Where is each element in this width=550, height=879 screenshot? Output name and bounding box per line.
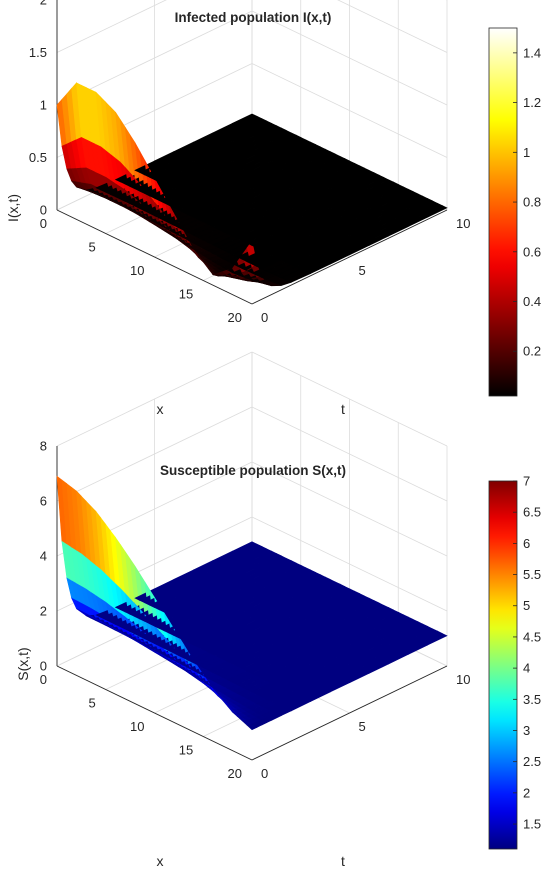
susceptible-surface: [56, 475, 448, 731]
z-tick-label: 0.5: [29, 150, 47, 165]
surface-patch: [421, 633, 448, 646]
t-axis-line: [251, 665, 448, 761]
z-tick-label: 2: [40, 604, 47, 619]
x-tick-label: 10: [130, 719, 144, 734]
colorbar-tick-label: 5: [523, 598, 530, 613]
grid-line: [251, 406, 448, 502]
t-tick-label: 5: [359, 263, 366, 278]
grid-line: [56, 0, 167, 53]
susceptible-colorbar-ticks: 1.5 2 2.5 3 3.5 4 4.5 5 5.5 6 6.5 7: [513, 474, 541, 832]
z-tick-label: 0: [40, 659, 47, 674]
x-tick-label: 15: [179, 743, 193, 758]
susceptible-colorbar: 1.5 2 2.5 3 3.5 4 4.5 5 5.5 6 6.5 7: [488, 474, 541, 850]
colorbar-tick-label: 6.5: [523, 505, 541, 520]
grid-line: [251, 63, 448, 158]
infected-t-label: t: [341, 401, 345, 417]
colorbar-tick-label: 0.2: [523, 344, 541, 359]
t-axis-line: [251, 209, 448, 305]
susceptible-z-label: S(x,t): [15, 647, 31, 680]
susceptible-t-label: t: [341, 853, 345, 869]
x-tick-label: 5: [89, 696, 96, 711]
infected-tick-labels: 0 5 10 15 20 0 5 10 0 0.5 1 1.5 2: [29, 0, 471, 325]
x-tick-label: 20: [228, 766, 242, 781]
x-tick-label: 15: [179, 287, 193, 302]
infected-z-label: I(x,t): [5, 194, 21, 222]
infected-colorbar: 0.2 0.4 0.6 0.8 1 1.2 1.4: [488, 27, 541, 397]
colorbar-tick-label: 0.6: [523, 244, 541, 259]
grid-line: [337, 0, 448, 53]
grid-line: [251, 461, 448, 557]
x-tick-label: 5: [89, 240, 96, 255]
grid-line: [251, 516, 448, 612]
t-tick-label: 0: [261, 310, 268, 325]
colorbar-tick-label: 2: [523, 785, 530, 800]
t-tick-label: 10: [456, 672, 470, 687]
surface-patch: [421, 205, 448, 218]
susceptible-plot: 0 5 10 15 20 0 5 10 0 2 4 6 8 Susceptible population…: [15, 351, 541, 869]
colorbar-tick-label: 6: [523, 536, 530, 551]
x-axis-line: [56, 209, 253, 305]
z-tick-label: 1.5: [29, 45, 47, 60]
x-tick-label: 0: [40, 672, 47, 687]
grid-line: [56, 406, 253, 502]
colorbar-tick-label: 3.5: [523, 692, 541, 707]
x-tick-label: 0: [40, 216, 47, 231]
infected-surface: [56, 82, 448, 287]
colorbar-tick-label: 1.2: [523, 95, 541, 110]
x-axis-line: [56, 665, 253, 761]
grid-line: [251, 351, 448, 447]
z-tick-label: 1: [40, 98, 47, 113]
grid-line: [251, 10, 448, 106]
susceptible-colorbar-gradient: [488, 480, 518, 850]
susceptible-x-label: x: [157, 853, 164, 869]
colorbar-tick-label: 0.4: [523, 294, 541, 309]
z-tick-label: 0: [40, 203, 47, 218]
infected-colorbar-ticks: 0.2 0.4 0.6 0.8 1 1.2 1.4: [513, 45, 541, 359]
x-tick-label: 10: [130, 263, 144, 278]
colorbar-tick-label: 1.4: [523, 45, 541, 60]
z-tick-label: 6: [40, 494, 47, 509]
infected-title: Infected population I(x,t): [175, 10, 332, 25]
infected-x-label: x: [157, 401, 164, 417]
t-tick-label: 0: [261, 766, 268, 781]
colorbar-tick-label: 2.5: [523, 754, 541, 769]
z-tick-label: 4: [40, 549, 47, 564]
colorbar-tick-label: 3: [523, 723, 530, 738]
t-tick-label: 5: [359, 719, 366, 734]
colorbar-tick-label: 7: [523, 474, 530, 489]
t-tick-label: 10: [456, 216, 470, 231]
colorbar-tick-label: 5.5: [523, 567, 541, 582]
x-tick-label: 20: [228, 310, 242, 325]
infected-colorbar-gradient: [488, 27, 518, 397]
colorbar-tick-label: 4.5: [523, 629, 541, 644]
z-tick-label: 2: [40, 0, 47, 8]
colorbar-tick-label: 1: [523, 145, 530, 160]
infected-plot: 0 5 10 15 20 0 5 10 0 0.5 1 1.5 2 Infected populatio…: [5, 0, 541, 417]
colorbar-tick-label: 1.5: [523, 817, 541, 832]
susceptible-title: Susceptible population S(x,t): [160, 463, 346, 478]
colorbar-tick-label: 4: [523, 661, 530, 676]
grid-line: [56, 351, 253, 447]
z-tick-label: 8: [40, 439, 47, 454]
colorbar-tick-label: 0.8: [523, 195, 541, 210]
susceptible-tick-labels: 0 5 10 15 20 0 5 10 0 2 4 6 8: [40, 439, 471, 782]
